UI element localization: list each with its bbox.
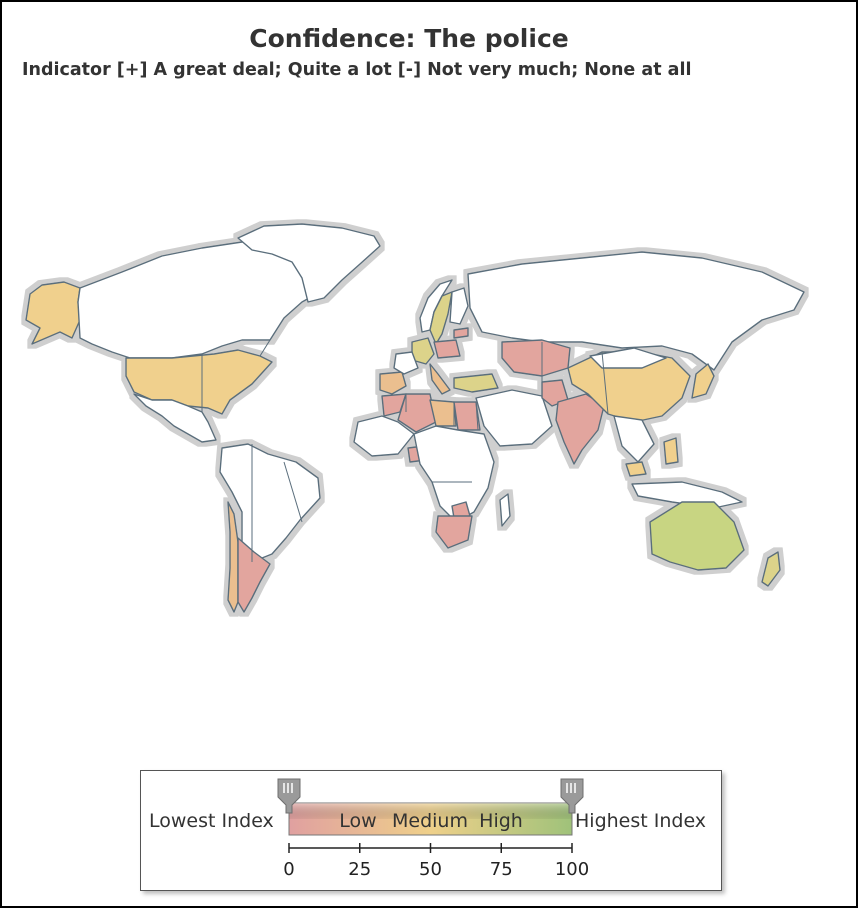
- chart-title: Confidence: The police: [249, 24, 569, 53]
- country-greenland[interactable]: [237, 223, 381, 303]
- country-southeast-asia[interactable]: [613, 415, 655, 463]
- country-border: [259, 339, 271, 357]
- country-spain[interactable]: [379, 371, 407, 395]
- country-indonesia[interactable]: [631, 481, 743, 509]
- country-estonia[interactable]: [453, 327, 469, 339]
- country-madagascar[interactable]: [499, 493, 511, 527]
- country-philippines[interactable]: [663, 437, 679, 465]
- country-new-zealand[interactable]: [761, 551, 781, 587]
- legend-max-handle[interactable]: [560, 778, 584, 814]
- color-legend: Lowest Index Highest Index Low Medium Hi…: [140, 770, 722, 891]
- country-malaysia[interactable]: [625, 461, 647, 477]
- country-argentina[interactable]: [237, 537, 271, 613]
- country-india[interactable]: [555, 393, 605, 465]
- country-mongolia[interactable]: [589, 347, 667, 369]
- country-libya[interactable]: [429, 399, 457, 427]
- country-west-africa[interactable]: [353, 415, 415, 457]
- country-south-africa[interactable]: [435, 515, 473, 549]
- legend-min-handle[interactable]: [277, 778, 301, 814]
- legend-lowest-label: Lowest Index: [149, 810, 274, 832]
- legend-bar-sheen: [289, 803, 572, 819]
- legend-highest-label: Highest Index: [575, 810, 706, 832]
- country-japan[interactable]: [691, 363, 715, 399]
- country-russia[interactable]: [467, 251, 805, 371]
- country-poland[interactable]: [433, 339, 461, 359]
- legend-tick-label: 0: [283, 859, 294, 880]
- country-australia[interactable]: [649, 501, 745, 571]
- world-map[interactable]: [2, 2, 856, 762]
- country-finland[interactable]: [449, 287, 469, 325]
- country-border: [283, 461, 303, 523]
- country-kazakhstan[interactable]: [501, 339, 571, 377]
- country-alaska-usa[interactable]: [25, 281, 81, 345]
- legend-tick-label: 100: [555, 859, 589, 880]
- country-mexico[interactable]: [133, 393, 217, 443]
- legend-tick-label: 75: [490, 859, 513, 880]
- country-algeria[interactable]: [397, 393, 437, 433]
- chart-subtitle: Indicator [+] A great deal; Quite a lot …: [22, 60, 692, 80]
- country-egypt[interactable]: [453, 401, 481, 431]
- country-usa[interactable]: [125, 349, 273, 415]
- country-france[interactable]: [393, 351, 419, 375]
- country-brazil[interactable]: [219, 443, 321, 563]
- country-italy[interactable]: [429, 363, 451, 395]
- legend-band-high: High: [479, 810, 523, 832]
- legend-band-low: Low: [339, 810, 376, 832]
- country-border: [601, 351, 609, 415]
- legend-band-medium: Medium: [392, 810, 468, 832]
- country-turkey[interactable]: [453, 373, 499, 393]
- country-central-africa[interactable]: [413, 425, 495, 523]
- country-middle-east[interactable]: [475, 389, 553, 447]
- legend-tick-label: 50: [419, 859, 442, 880]
- country-border: [475, 401, 479, 431]
- legend-tick-label: 25: [348, 859, 371, 880]
- country-canada[interactable]: [77, 237, 329, 359]
- country-chile[interactable]: [227, 501, 239, 613]
